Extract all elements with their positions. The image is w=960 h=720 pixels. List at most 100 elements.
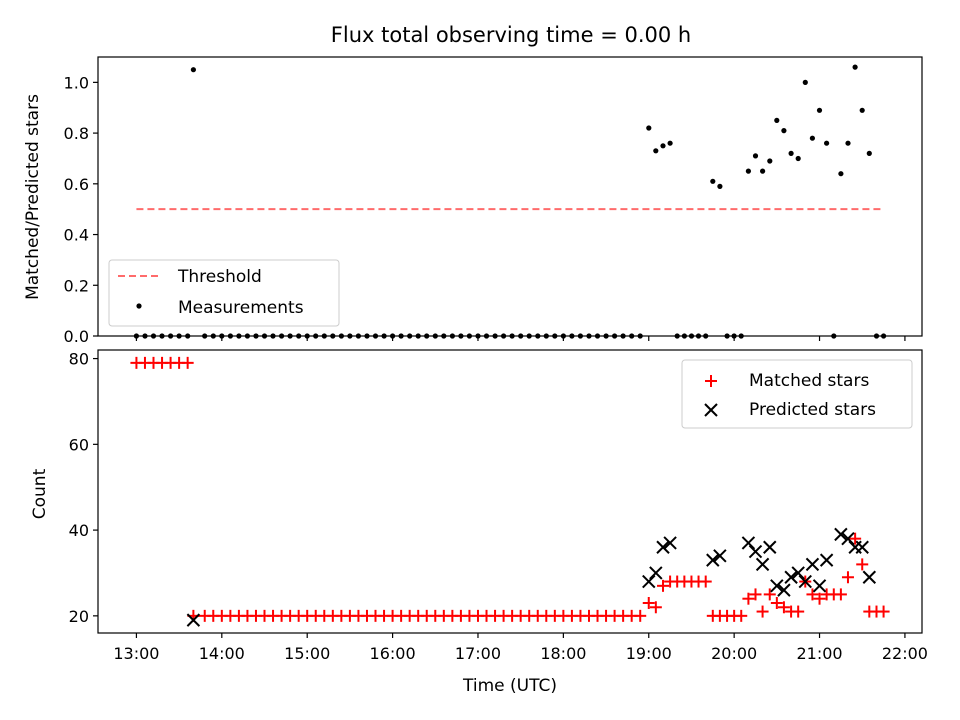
x-axis-label: Time (UTC) <box>462 676 557 696</box>
x-tick-label: 14:00 <box>199 644 245 663</box>
measurement-point <box>802 79 808 85</box>
matched-star-point <box>834 588 847 601</box>
matched-star-point <box>877 605 890 618</box>
predicted-star-point <box>706 553 720 567</box>
top-y-tick-label: 0.2 <box>64 276 89 295</box>
top-y-tick-label: 0.4 <box>64 226 89 245</box>
measurement-point <box>866 150 872 156</box>
matched-stars-legend-label: Matched stars <box>749 371 869 391</box>
predicted-star-point <box>642 574 656 589</box>
x-tick-label: 13:00 <box>113 644 159 663</box>
measurements-legend-swatch <box>136 303 142 309</box>
x-tick-label: 21:00 <box>796 644 842 663</box>
measurement-point <box>774 117 780 123</box>
predicted-star-point <box>784 570 798 584</box>
chart-title: Flux total observing time = 0.00 h <box>331 23 691 47</box>
measurement-point <box>852 64 858 70</box>
measurement-point <box>816 107 823 113</box>
x-tick-label: 20:00 <box>711 644 757 663</box>
predicted-star-point <box>812 579 827 593</box>
predicted-star-point <box>748 544 763 559</box>
matched-star-point <box>856 558 869 571</box>
predicted-star-point <box>663 536 677 550</box>
matched-star-point <box>735 609 748 622</box>
predicted-star-point <box>713 549 727 563</box>
threshold-legend-label: Threshold <box>177 267 262 287</box>
bottom-y-tick-label: 20 <box>69 607 89 626</box>
measurement-point <box>795 155 801 162</box>
measurement-point <box>653 148 659 154</box>
matched-star-point <box>813 592 826 605</box>
top-chart-legend[interactable]: Threshold Measurements <box>108 259 340 327</box>
measurement-point <box>845 140 851 146</box>
predicted-star-point <box>862 570 877 584</box>
top-chart-x-ticks <box>135 336 906 341</box>
matched-star-point <box>841 571 854 584</box>
x-tick-label: 18:00 <box>540 644 586 663</box>
matched-star-point <box>657 579 670 592</box>
predicted-star-point <box>649 566 663 580</box>
predicted-star-point <box>770 579 784 593</box>
top-chart-y-axis-label: Matched/Predicted stars <box>23 94 43 300</box>
measurement-point <box>767 158 773 164</box>
predicted-star-point <box>791 566 805 580</box>
measurement-point <box>710 178 716 184</box>
measurement-point <box>190 67 196 73</box>
bottom-y-tick-label: 40 <box>69 521 89 540</box>
measurement-point <box>745 168 752 174</box>
bottom-chart-y-ticks: 20 40 60 80 <box>69 350 98 626</box>
top-chart-y-ticks: 0.0 0.2 0.4 0.6 0.8 1.0 <box>64 73 98 346</box>
bottom-chart-frame <box>97 349 923 634</box>
measurement-point <box>717 183 723 189</box>
bottom-y-tick-label: 80 <box>69 350 89 369</box>
measurement-point <box>646 125 652 131</box>
x-tick-label: 16:00 <box>370 644 416 663</box>
matched-star-point <box>763 588 776 601</box>
predicted-star-point <box>819 553 834 567</box>
top-chart-axes: 0.0 0.2 0.4 0.6 0.8 1.0 Matched/Predicted sta… <box>23 56 923 346</box>
matched-star-point <box>849 532 862 545</box>
matched-star-point <box>634 609 647 622</box>
x-tick-label: 15:00 <box>284 644 330 663</box>
top-y-tick-label: 0.8 <box>64 124 89 143</box>
top-y-tick-label: 1.0 <box>64 73 89 92</box>
top-y-tick-label: 0.6 <box>64 175 89 194</box>
bottom-chart-legend-box <box>681 359 913 429</box>
measurement-point <box>838 171 844 177</box>
predicted-star-point <box>805 557 820 572</box>
measurement-point <box>809 135 816 141</box>
predicted-star-point <box>763 540 777 554</box>
top-chart-frame <box>97 56 923 337</box>
predicted-star-point <box>755 557 770 572</box>
matched-star-point <box>649 601 662 614</box>
measurement-point <box>752 153 759 159</box>
matched-star-point <box>181 356 194 369</box>
measurement-point <box>760 168 766 174</box>
matched-star-point <box>699 575 712 588</box>
top-y-tick-label: 0.0 <box>64 327 89 346</box>
bottom-chart-x-ticks: 13:00 14:00 15:00 16:00 17:00 18:00 19:00 20:00… <box>113 633 928 663</box>
matched-star-point <box>749 588 762 601</box>
matched-star-point <box>777 601 790 614</box>
measurement-point <box>824 140 830 146</box>
predicted-stars-legend-label: Predicted stars <box>749 400 876 420</box>
x-tick-label: 17:00 <box>455 644 501 663</box>
measurement-point <box>660 143 666 149</box>
matched-star-point <box>756 605 769 618</box>
x-tick-label: 22:00 <box>882 644 928 663</box>
measurement-point <box>859 107 865 113</box>
measurement-point <box>781 128 787 134</box>
predicted-star-point <box>777 583 791 597</box>
matched-star-point <box>806 588 819 601</box>
top-chart-legend-box <box>108 259 340 327</box>
predicted-star-point <box>834 527 848 542</box>
predicted-star-point <box>186 613 201 627</box>
bottom-chart-plot-area <box>130 356 890 627</box>
predicted-star-point <box>855 540 869 554</box>
matched-star-point <box>742 592 755 605</box>
matched-star-point <box>642 596 655 609</box>
bottom-chart-legend[interactable]: Matched stars Predicted stars <box>681 359 913 429</box>
measurements-legend-label: Measurements <box>178 298 304 318</box>
matched-star-point <box>792 605 805 618</box>
